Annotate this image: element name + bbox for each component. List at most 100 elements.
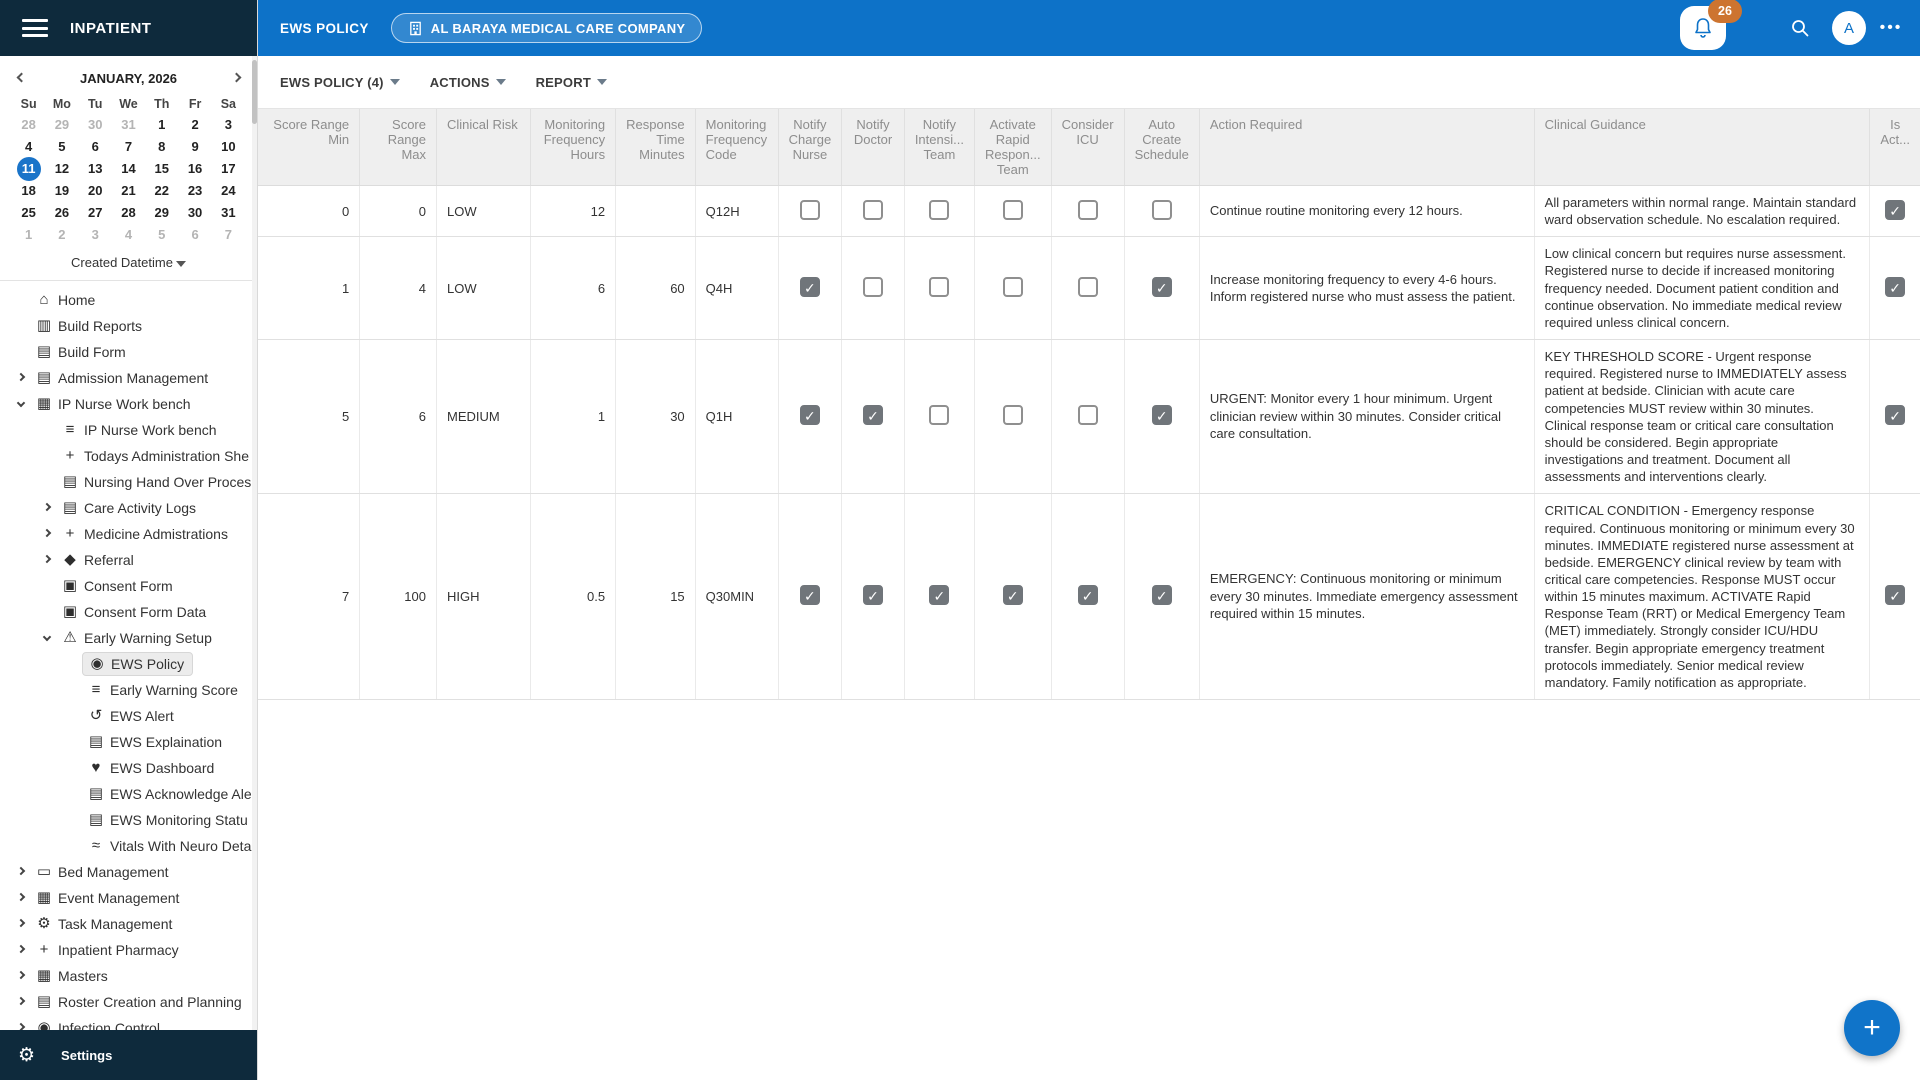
sidebar-item-early-warning-score[interactable]: ≡ Early Warning Score bbox=[0, 677, 257, 703]
checkbox-consider_icu[interactable] bbox=[1077, 276, 1098, 297]
sidebar-item-referral[interactable]: ◆ Referral bbox=[0, 547, 257, 573]
calendar-day[interactable]: 28 bbox=[121, 205, 136, 220]
checkbox-is_active[interactable] bbox=[1885, 405, 1906, 426]
sidebar-item-build-form[interactable]: ▤ Build Form bbox=[0, 339, 257, 365]
calendar-day[interactable]: 7 bbox=[224, 227, 232, 242]
more-options-button[interactable]: ••• bbox=[1876, 19, 1906, 37]
checkbox-auto_create_schedule[interactable] bbox=[1151, 199, 1172, 220]
calendar-day[interactable]: 19 bbox=[54, 183, 70, 198]
checkbox-auto_create_schedule[interactable] bbox=[1151, 405, 1172, 426]
checkbox-auto_create_schedule[interactable] bbox=[1151, 585, 1172, 606]
calendar-day[interactable]: 28 bbox=[21, 117, 36, 132]
checkbox-activate_rapid_response_team[interactable] bbox=[1002, 276, 1023, 297]
column-header-score_min[interactable]: Score Range Min bbox=[258, 108, 360, 186]
calendar-day[interactable]: 24 bbox=[221, 183, 236, 198]
search-button[interactable] bbox=[1782, 10, 1818, 46]
calendar-day[interactable]: 5 bbox=[58, 139, 66, 154]
calendar-day[interactable]: 3 bbox=[91, 227, 99, 242]
checkbox-notify_intensivist_team[interactable] bbox=[929, 199, 950, 220]
calendar-day[interactable]: 1 bbox=[25, 227, 33, 242]
sidebar-item-event-management[interactable]: ▦ Event Management bbox=[0, 885, 257, 911]
calendar-day[interactable]: 4 bbox=[25, 139, 33, 154]
sidebar-item-ews-dashboard[interactable]: ♥ EWS Dashboard bbox=[0, 755, 257, 781]
sidebar-item-ews-alert[interactable]: ↺ EWS Alert bbox=[0, 703, 257, 729]
checkbox-auto_create_schedule[interactable] bbox=[1151, 276, 1172, 297]
chevron-right-icon[interactable] bbox=[14, 864, 30, 880]
column-header-is_active[interactable]: Is Act... bbox=[1869, 108, 1920, 186]
calendar-next-icon[interactable] bbox=[227, 69, 245, 87]
sidebar-item-early-warning-setup[interactable]: ⚠ Early Warning Setup bbox=[0, 625, 257, 651]
sidebar-item-task-management[interactable]: ⚙ Task Management bbox=[0, 911, 257, 937]
sidebar-item-todays-administration-she[interactable]: + Todays Administration She bbox=[0, 443, 257, 469]
calendar-day[interactable]: 8 bbox=[158, 139, 166, 154]
chevron-right-icon[interactable] bbox=[14, 916, 30, 932]
report-dropdown[interactable]: REPORT bbox=[536, 75, 607, 90]
checkbox-notify_charge_nurse[interactable] bbox=[799, 276, 820, 297]
calendar-day[interactable]: 20 bbox=[87, 183, 103, 198]
checkbox-is_active[interactable] bbox=[1885, 585, 1906, 606]
column-header-notify_charge_nurse[interactable]: Notify Charge Nurse bbox=[777, 108, 842, 186]
calendar-day[interactable]: 13 bbox=[87, 161, 103, 176]
column-header-response_time_minutes[interactable]: Response Time Minutes bbox=[615, 108, 696, 186]
sidebar-item-masters[interactable]: ▦ Masters bbox=[0, 963, 257, 989]
column-header-monitoring_frequency_hours[interactable]: Monitoring Frequency Hours bbox=[529, 108, 616, 186]
calendar-day[interactable]: 29 bbox=[54, 117, 70, 132]
chevron-right-icon[interactable] bbox=[14, 994, 30, 1010]
hamburger-menu-icon[interactable] bbox=[22, 19, 48, 37]
actions-dropdown[interactable]: ACTIONS bbox=[430, 75, 506, 90]
sidebar-item-bed-management[interactable]: ▭ Bed Management bbox=[0, 859, 257, 885]
settings-button[interactable]: ⚙ Settings bbox=[0, 1030, 257, 1080]
calendar-day[interactable]: 5 bbox=[158, 227, 166, 242]
created-datetime-dropdown[interactable]: Created Datetime bbox=[12, 246, 245, 280]
sidebar-item-ip-nurse-work-bench[interactable]: ≡ IP Nurse Work bench bbox=[0, 417, 257, 443]
checkbox-consider_icu[interactable] bbox=[1077, 585, 1098, 606]
calendar-day[interactable]: 2 bbox=[58, 227, 66, 242]
calendar-day[interactable]: 25 bbox=[21, 205, 36, 220]
sidebar-item-vitals-with-neuro-deta[interactable]: ≈ Vitals With Neuro Deta bbox=[0, 833, 257, 859]
calendar-day[interactable]: 6 bbox=[191, 227, 199, 242]
column-header-action_required[interactable]: Action Required bbox=[1198, 108, 1535, 186]
table-row[interactable]: 0 0 LOW 12 Q12H Continue routine monitoring e… bbox=[258, 185, 1920, 238]
checkbox-is_active[interactable] bbox=[1885, 276, 1906, 297]
notifications-button[interactable]: 26 bbox=[1680, 0, 1742, 50]
sidebar-item-care-activity-logs[interactable]: ▤ Care Activity Logs bbox=[0, 495, 257, 521]
calendar-day[interactable]: 18 bbox=[21, 183, 36, 198]
sidebar-item-medicine-admistrations[interactable]: + Medicine Admistrations bbox=[0, 521, 257, 547]
sidebar-item-roster-creation-and-planning[interactable]: ▤ Roster Creation and Planning bbox=[0, 989, 257, 1015]
chevron-right-icon[interactable] bbox=[40, 552, 56, 568]
checkbox-notify_charge_nurse[interactable] bbox=[799, 585, 820, 606]
sidebar-item-consent-form[interactable]: ▣ Consent Form bbox=[0, 573, 257, 599]
calendar-day[interactable]: 23 bbox=[187, 183, 203, 198]
sidebar-item-admission-management[interactable]: ▤ Admission Management bbox=[0, 365, 257, 391]
column-header-consider_icu[interactable]: Consider ICU bbox=[1050, 108, 1125, 186]
checkbox-notify_intensivist_team[interactable] bbox=[929, 585, 950, 606]
calendar-day[interactable]: 6 bbox=[91, 139, 99, 154]
sidebar-scrollbar[interactable] bbox=[252, 56, 257, 1030]
calendar-day[interactable]: 12 bbox=[54, 161, 70, 176]
sidebar-item-ews-monitoring-statu[interactable]: ▤ EWS Monitoring Statu bbox=[0, 807, 257, 833]
chevron-right-icon[interactable] bbox=[14, 942, 30, 958]
chevron-right-icon[interactable] bbox=[40, 526, 56, 542]
avatar[interactable]: A bbox=[1832, 11, 1866, 45]
calendar-day[interactable]: 15 bbox=[154, 161, 170, 176]
calendar-day[interactable]: 17 bbox=[221, 161, 236, 176]
sidebar-item-ews-policy[interactable]: ◉ EWS Policy bbox=[0, 651, 257, 677]
calendar-day[interactable]: 11 bbox=[12, 158, 45, 180]
checkbox-notify_doctor[interactable] bbox=[863, 405, 884, 426]
column-header-score_max[interactable]: Score Range Max bbox=[359, 108, 437, 186]
column-header-clinical_guidance[interactable]: Clinical Guidance bbox=[1533, 108, 1870, 186]
calendar-day[interactable]: 1 bbox=[158, 117, 166, 132]
sidebar-item-consent-form-data[interactable]: ▣ Consent Form Data bbox=[0, 599, 257, 625]
chevron-right-icon[interactable] bbox=[14, 370, 30, 386]
column-header-activate_rapid_response_team[interactable]: Activate Rapid Respon... Team bbox=[973, 108, 1052, 186]
column-header-notify_intensivist_team[interactable]: Notify Intensi... Team bbox=[903, 108, 975, 186]
chevron-right-icon[interactable] bbox=[14, 890, 30, 906]
calendar-day[interactable]: 29 bbox=[154, 205, 170, 220]
calendar-day[interactable]: 7 bbox=[124, 139, 133, 154]
calendar-day[interactable]: 14 bbox=[121, 161, 136, 176]
sidebar-item-inpatient-pharmacy[interactable]: + Inpatient Pharmacy bbox=[0, 937, 257, 963]
chevron-right-icon[interactable] bbox=[14, 968, 30, 984]
